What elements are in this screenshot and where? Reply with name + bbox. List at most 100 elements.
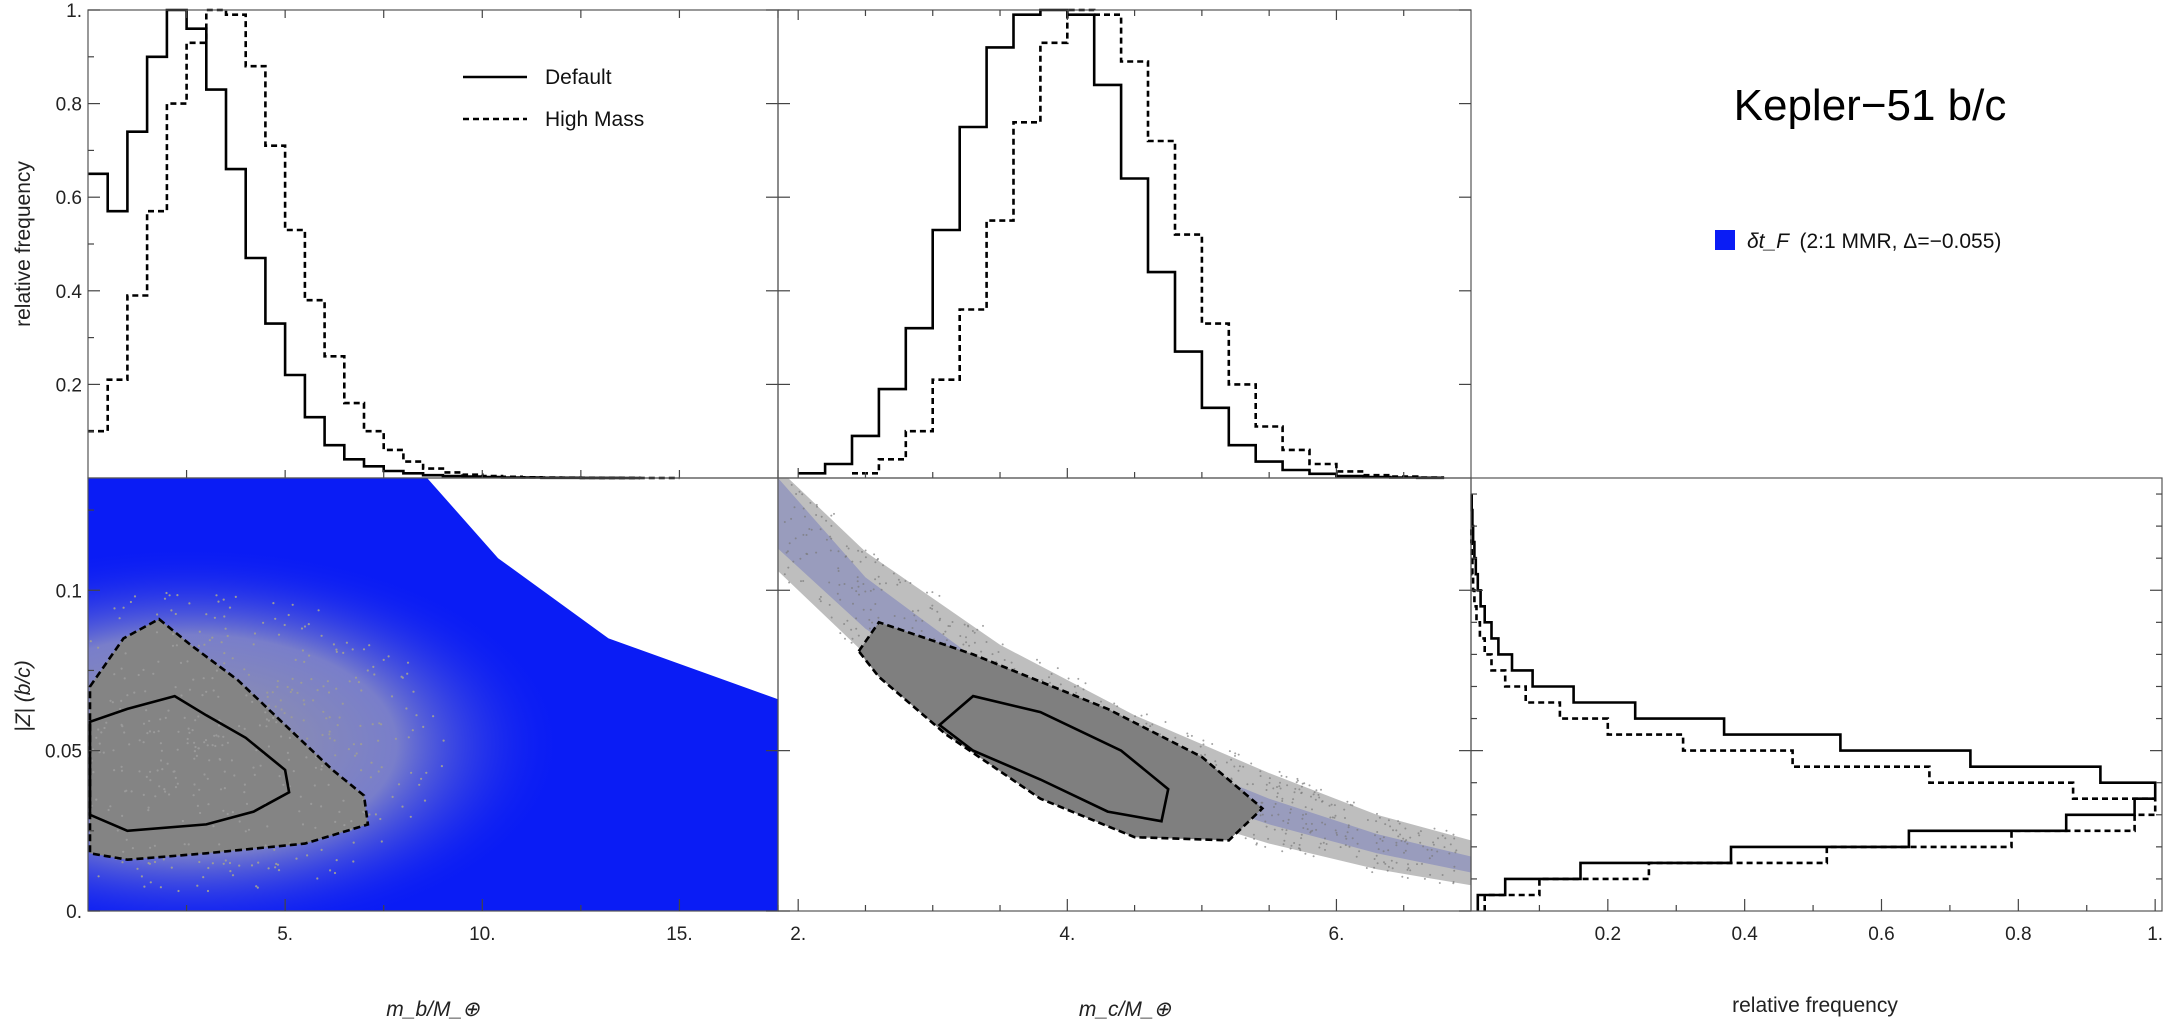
scatter-point [401, 805, 404, 808]
scatter-point [805, 534, 808, 536]
scatter-point [1404, 849, 1407, 852]
scatter-point [1113, 702, 1116, 705]
scatter-point [1309, 831, 1312, 834]
scatter-point [291, 688, 294, 691]
scatter-point [226, 741, 229, 744]
scatter-bm-core [858, 622, 1263, 841]
scatter-point [176, 748, 179, 751]
scatter-point [864, 549, 867, 552]
scatter-point [203, 741, 206, 744]
scatter-point [1050, 673, 1053, 675]
scatter-point [877, 616, 880, 619]
scatter-point [1373, 858, 1376, 860]
scatter-point [1443, 846, 1446, 849]
scatter-point [1259, 814, 1262, 817]
scatter-point [238, 864, 241, 867]
scatter-point [193, 741, 196, 744]
scatter-point [1453, 837, 1456, 840]
frame-top-middle [777, 9, 1472, 479]
scatter-point [786, 550, 789, 553]
scatter-point [274, 617, 277, 620]
scatter-point [856, 576, 859, 579]
panel-bottom-right: 0.2 0.4 0.6 0.8 1. relative frequency [1470, 477, 2163, 1017]
scatter-point [1441, 834, 1444, 837]
scatter-point [272, 602, 275, 605]
scatter-point [1391, 867, 1394, 870]
scatter-point [1250, 762, 1253, 765]
scatter-point [401, 676, 404, 679]
scatter-point [1371, 871, 1374, 874]
scatter-point [322, 685, 325, 688]
scatter-point [1344, 817, 1346, 819]
scatter-point [1444, 837, 1447, 840]
scatter-point [809, 501, 812, 504]
scatter-point [121, 814, 124, 818]
scatter-point [787, 566, 790, 569]
scatter-point [276, 685, 279, 689]
scatter-point [322, 710, 325, 713]
scatter-point [856, 580, 859, 583]
scatter-point [1312, 793, 1315, 796]
figure-title: Kepler−51 b/c [1734, 81, 2007, 130]
scatter-point [352, 860, 355, 863]
scatter-point [1374, 834, 1376, 837]
scatter-point [861, 550, 863, 553]
ytick-label-bl: 0.05 [45, 742, 82, 763]
scatter-point [423, 799, 427, 802]
scatter-point [1329, 816, 1332, 819]
scatter-point [266, 695, 269, 699]
scatter-point [1331, 816, 1334, 819]
scatter-point [314, 766, 317, 769]
scatter-point [299, 795, 302, 798]
scatter-point [1225, 761, 1228, 764]
scatter-point [819, 600, 822, 603]
scatter-point [292, 770, 295, 773]
scatter-point [783, 521, 786, 523]
scatter-point [197, 747, 200, 750]
scatter-point [1429, 873, 1432, 876]
scatter-point [1454, 851, 1457, 854]
scatter-point [192, 794, 195, 797]
scatter-point [917, 609, 920, 612]
scatter-point [1310, 822, 1313, 825]
scatter-point [198, 788, 201, 791]
xtick-label-bl: 15. [666, 924, 692, 945]
scatter-point [1287, 822, 1289, 825]
scatter-point [804, 515, 806, 518]
scatter-point [368, 813, 371, 816]
scatter-bl-points [88, 591, 445, 893]
scatter-point [1325, 843, 1328, 845]
scatter-point [303, 703, 306, 706]
scatter-point [155, 631, 159, 634]
scatter-point [107, 808, 110, 812]
scatter-point [1347, 824, 1350, 827]
scatter-point [126, 694, 129, 697]
scatter-point [843, 623, 846, 625]
scatter-point [327, 691, 331, 694]
scatter-point [847, 547, 850, 550]
scatter-point [287, 758, 290, 761]
scatter-point [862, 583, 865, 585]
scatter-point [845, 555, 848, 558]
scatter-point [336, 724, 339, 727]
scatter-point [1375, 854, 1378, 857]
scatter-point [180, 694, 183, 697]
scatter-point [926, 591, 928, 594]
scatter-point [899, 581, 902, 584]
scatter-point [325, 717, 328, 720]
scatter-point [1199, 745, 1202, 748]
scatter-point [219, 758, 222, 761]
scatter-point [379, 817, 382, 821]
scatter-point [109, 805, 112, 808]
scatter-point [327, 783, 330, 787]
xtick-label-bm: 2. [790, 924, 806, 945]
scatter-point [1404, 840, 1406, 843]
scatter-point [208, 759, 211, 762]
scatter-point [354, 676, 358, 679]
scatter-point [971, 630, 974, 632]
scatter-point [921, 619, 924, 622]
scatter-point [1056, 667, 1059, 670]
scatter-point [317, 609, 320, 612]
scatter-point [880, 588, 883, 591]
scatter-point [217, 724, 221, 727]
